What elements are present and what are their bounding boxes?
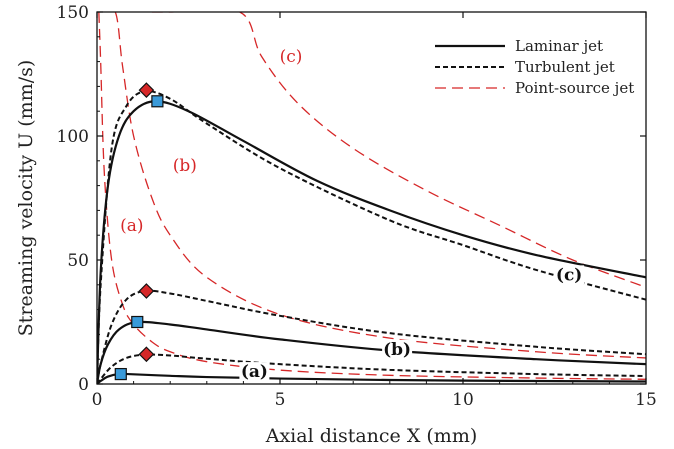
plot-frame <box>96 11 647 385</box>
x-tick-label: 5 <box>275 390 286 410</box>
curves-layer <box>97 12 646 384</box>
pointsource-curve-b <box>100 12 646 359</box>
curve-label: (a) <box>241 362 268 382</box>
curve-label-background <box>554 265 585 285</box>
laminar-curve-a <box>97 372 646 384</box>
y-tick-label: 100 <box>57 127 89 147</box>
y-tick-label: 150 <box>57 3 89 23</box>
peak-markers-layer <box>114 82 164 381</box>
legend: Laminar jet Turbulent jet Point-source jet <box>435 37 634 97</box>
curve-label: (b) <box>173 156 197 176</box>
turbulent-curve-b <box>97 289 646 384</box>
y-tick-label: 0 <box>78 375 89 395</box>
peak-marker-diamond <box>138 346 155 363</box>
peak-marker-square <box>114 367 127 381</box>
legend-label: Point-source jet <box>515 79 634 97</box>
turbulent-curve-a <box>97 353 646 384</box>
legend-label: Turbulent jet <box>515 58 615 76</box>
curve-label-background <box>239 362 270 382</box>
annotations-layer: (c) (b) (a) (c) (b) (a) <box>120 47 585 382</box>
curve-label: (c) <box>280 47 303 67</box>
x-tick-label: 0 <box>92 390 103 410</box>
peak-marker-square <box>131 315 144 329</box>
laminar-curve-c <box>97 100 646 384</box>
curve-label-background <box>382 339 413 359</box>
laminar-curve-b <box>97 320 646 384</box>
peak-marker-square <box>151 95 164 108</box>
curve-label: (b) <box>383 340 411 360</box>
curve-label: (a) <box>120 216 143 236</box>
peak-marker-diamond <box>138 82 155 98</box>
peak-marker-diamond <box>138 283 155 299</box>
legend-label: Laminar jet <box>515 37 603 55</box>
x-tick-label: 10 <box>452 390 474 410</box>
x-tick-label: 15 <box>635 390 657 410</box>
x-axis-title: Axial distance X (mm) <box>265 425 478 447</box>
curve-label: (c) <box>556 265 582 285</box>
y-axis-title: Streaming velocity U (mm/s) <box>15 60 37 337</box>
turbulent-curve-c <box>97 90 646 384</box>
pointsource-curve-a <box>98 12 646 380</box>
y-tick-label: 50 <box>67 251 89 271</box>
pointsource-curve-c <box>151 12 646 288</box>
